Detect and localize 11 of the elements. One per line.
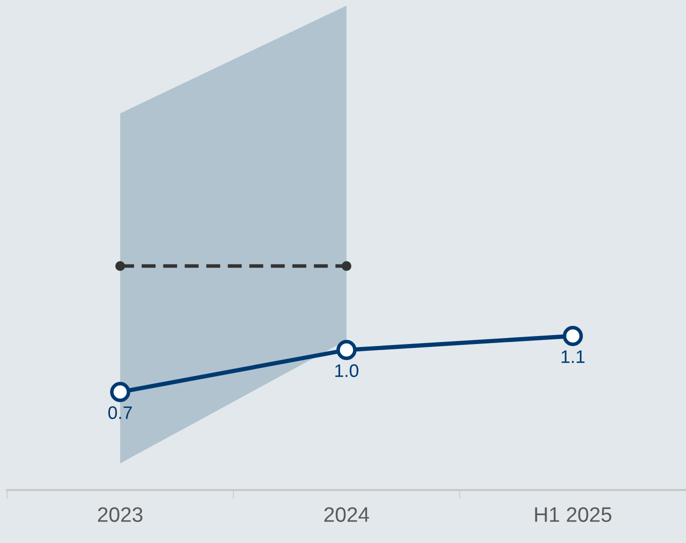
data-label: 1.0 — [335, 364, 358, 378]
point — [336, 340, 357, 360]
point — [110, 382, 130, 402]
data-label: 0.7 — [108, 406, 132, 420]
x-tick-label: H1 2025 — [535, 507, 612, 522]
point — [342, 261, 352, 271]
x-tick-label: 2024 — [324, 507, 370, 522]
point — [562, 326, 583, 346]
data-label: 1.1 — [562, 350, 585, 363]
point — [115, 261, 126, 271]
x-tick-label: 2023 — [98, 507, 142, 522]
